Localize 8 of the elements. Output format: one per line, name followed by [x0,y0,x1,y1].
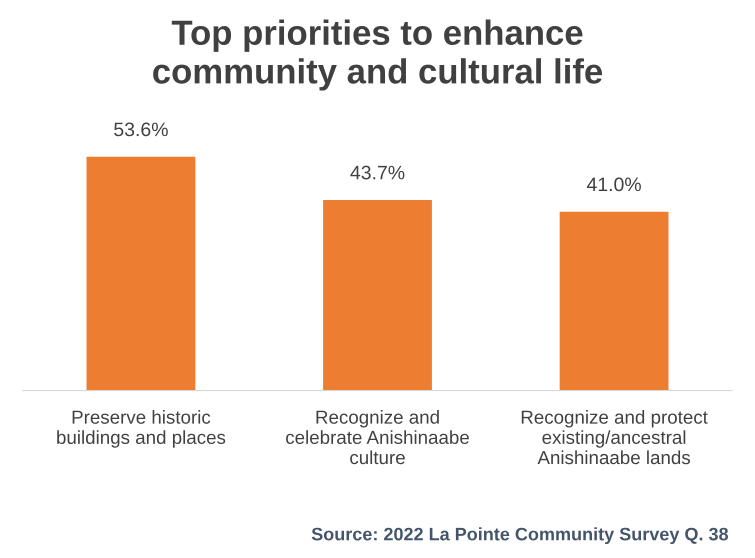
x-tick-label: Recognize and celebrate Anishinaabe culture [286,410,469,464]
x-tick-label: Preserve historic buildings and places [57,410,226,448]
data-label: 53.6% [114,122,168,136]
source-note: Source: 2022 La Pointe Community Survey Q. 38 [312,527,728,544]
x-tick-label: Recognize and protect existing/ancestral Anishinaabe lands [522,410,708,464]
data-label: 41.0% [586,177,641,192]
chart-title: Top priorities to enhance community and cultural life [153,20,602,91]
data-label: 43.7% [350,166,404,180]
